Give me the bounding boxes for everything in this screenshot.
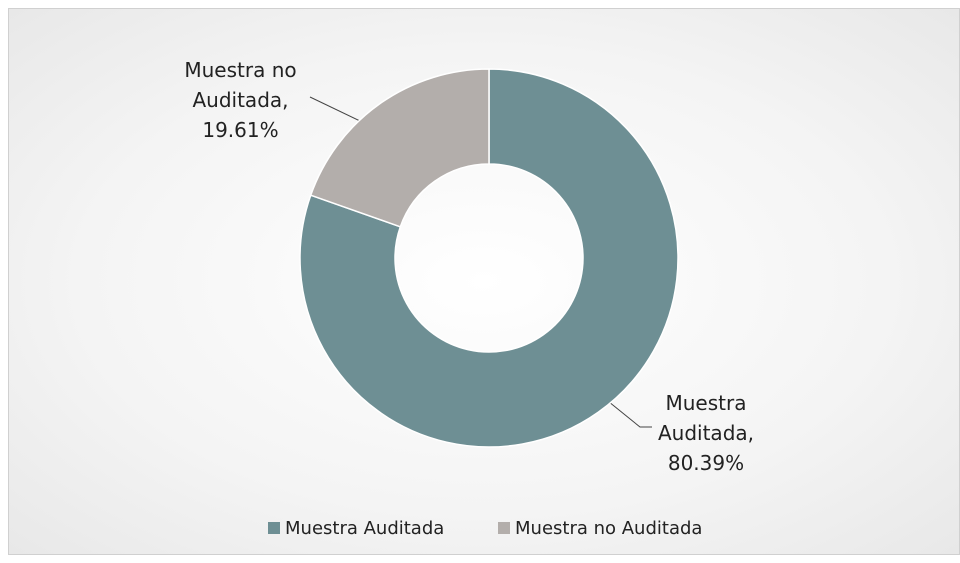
legend-swatch [268, 522, 280, 534]
legend-label: Muestra Auditada [285, 518, 444, 539]
legend-swatch [498, 522, 510, 534]
legend-label: Muestra no Auditada [515, 518, 702, 539]
data-label: Muestra Auditada, 80.39% [657, 391, 754, 475]
data-label: Muestra no Auditada, 19.61% [184, 58, 297, 142]
donut-slice [309, 68, 490, 228]
donut-slice [299, 68, 679, 448]
